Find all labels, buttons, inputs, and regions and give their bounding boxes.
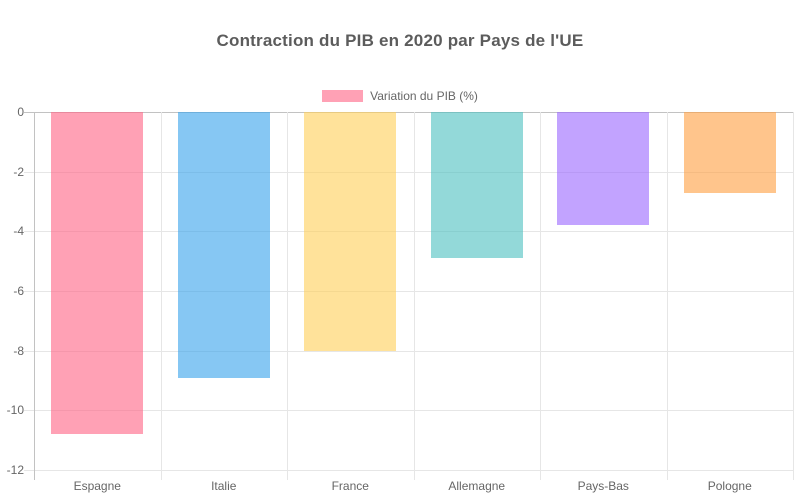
y-tick-label: -12 xyxy=(6,463,24,477)
x-tick-label: Italie xyxy=(211,479,237,493)
y-tick-label: -2 xyxy=(13,164,24,179)
legend-swatch xyxy=(322,90,364,102)
legend-label: Variation du PIB (%) xyxy=(370,89,478,103)
x-gridline xyxy=(160,112,162,480)
y-gridline xyxy=(24,231,793,233)
x-gridline xyxy=(287,112,288,480)
bar-espagne[interactable] xyxy=(51,112,144,435)
y-gridline xyxy=(24,470,793,471)
x-tick-label: Espagne xyxy=(73,479,121,493)
x-gridline xyxy=(413,112,415,480)
y-axis-line xyxy=(34,112,35,480)
y-gridline xyxy=(24,291,793,292)
y-gridline xyxy=(24,350,793,352)
bar-pays-bas[interactable] xyxy=(557,112,650,226)
chart-title: Contraction du PIB en 2020 par Pays de l… xyxy=(216,31,584,50)
x-gridline xyxy=(793,112,794,480)
x-gridline xyxy=(540,112,541,480)
zero-gridline xyxy=(24,112,793,113)
bar-pologne[interactable] xyxy=(683,112,776,193)
bar-allemagne[interactable] xyxy=(430,112,523,259)
x-gridline xyxy=(666,112,668,480)
y-tick-label: -6 xyxy=(13,284,24,298)
y-gridline xyxy=(24,410,793,412)
x-tick-label: France xyxy=(331,479,369,493)
y-tick-label: -8 xyxy=(13,343,24,358)
y-tick-label: -4 xyxy=(13,224,24,239)
y-gridline xyxy=(24,171,793,173)
x-tick-label: Pologne xyxy=(707,479,752,493)
bar-france[interactable] xyxy=(304,112,397,351)
legend-item[interactable]: Variation du PIB (%) xyxy=(0,89,800,103)
bar-italie[interactable] xyxy=(177,112,270,378)
x-tick-label: Allemagne xyxy=(448,479,506,493)
y-tick-label: 0 xyxy=(17,105,24,119)
y-tick-label: -10 xyxy=(6,403,24,418)
x-tick-label: Pays-Bas xyxy=(577,479,629,493)
